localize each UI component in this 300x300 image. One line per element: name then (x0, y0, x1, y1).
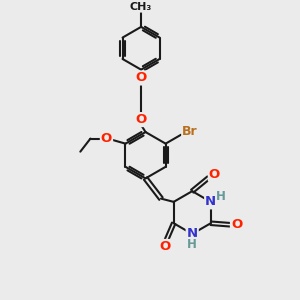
Text: O: O (101, 132, 112, 145)
Text: N: N (205, 195, 216, 208)
Text: N: N (187, 227, 198, 240)
Text: CH₃: CH₃ (130, 2, 152, 12)
Text: H: H (216, 190, 226, 203)
Text: O: O (159, 240, 170, 253)
Text: Br: Br (182, 125, 198, 138)
Text: O: O (231, 218, 242, 231)
Text: O: O (209, 168, 220, 181)
Text: H: H (187, 238, 197, 251)
Text: O: O (136, 113, 147, 126)
Text: O: O (136, 71, 147, 85)
